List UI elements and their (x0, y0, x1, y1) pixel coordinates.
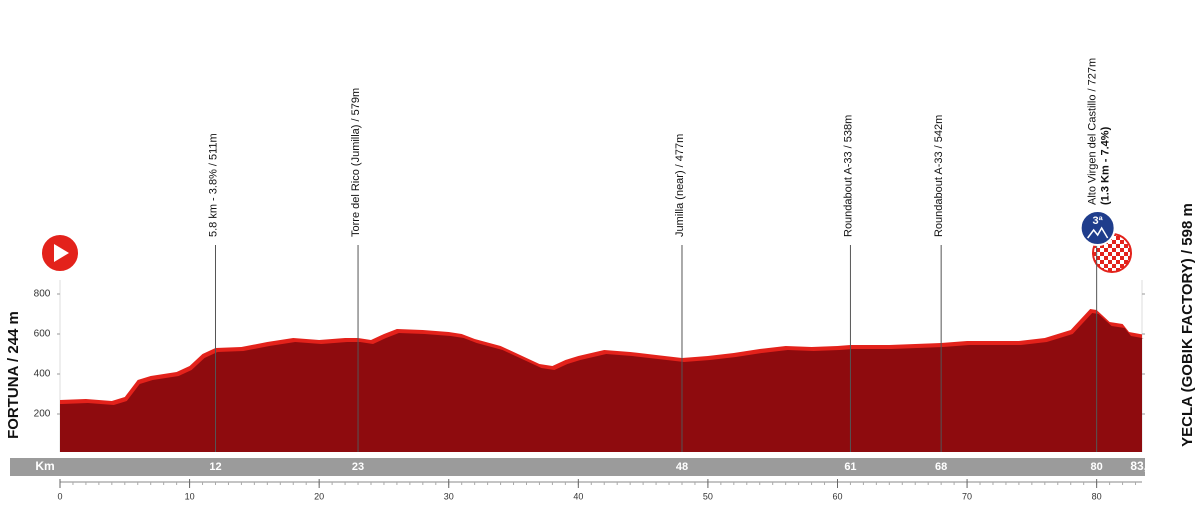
y-tick-label: 200 (34, 409, 51, 420)
x-tick-label: 30 (444, 491, 454, 501)
y-tick-label: 400 (34, 369, 51, 380)
waypoint-km: 80 (1091, 461, 1103, 473)
x-tick-label: 20 (314, 491, 324, 501)
waypoint-km: 48 (676, 461, 688, 473)
badge-mountain (1087, 226, 1109, 239)
waypoint-detail: (1.3 Km - 7.4%) (1100, 126, 1112, 205)
x-axis-label: Km (35, 459, 54, 473)
waypoint-label: 5.8 km - 3.8% / 511m (207, 133, 219, 237)
x-tick-label: 40 (573, 491, 583, 501)
waypoint-km: 68 (935, 461, 947, 473)
waypoint-km: 12 (209, 461, 221, 473)
y-tick-label: 600 (34, 329, 51, 340)
profile-area (60, 313, 1144, 452)
km-bar (10, 458, 1145, 476)
y-tick-label: 800 (34, 289, 51, 300)
finish-label: YECLA (GOBIK FACTORY) / 598 m (1179, 203, 1196, 447)
waypoint-km: 61 (844, 461, 856, 473)
waypoint-label: Torre del Rico (Jumilla) / 579m (350, 88, 362, 237)
start-icon (40, 233, 80, 273)
x-tick-label: 0 (57, 491, 62, 501)
waypoint-label: Jumilla (near) / 477m (674, 134, 686, 237)
category-badge: 3ª (1079, 210, 1116, 246)
waypoint-km: 23 (352, 461, 364, 473)
finish-km: 83,5 (1130, 459, 1154, 473)
x-tick-label: 80 (1092, 491, 1102, 501)
waypoint-label: Roundabout A-33 / 538m (842, 115, 854, 237)
waypoint-label: Roundabout A-33 / 542m (933, 115, 945, 237)
category-label: 3ª (1093, 215, 1104, 227)
x-tick-label: 60 (832, 491, 842, 501)
waypoint-label: Alto Virgen del Castillo / 727m (1087, 58, 1099, 205)
x-tick-label: 50 (703, 491, 713, 501)
x-tick-label: 70 (962, 491, 972, 501)
x-tick-label: 10 (185, 491, 195, 501)
start-label: FORTUNA / 244 m (5, 311, 22, 439)
